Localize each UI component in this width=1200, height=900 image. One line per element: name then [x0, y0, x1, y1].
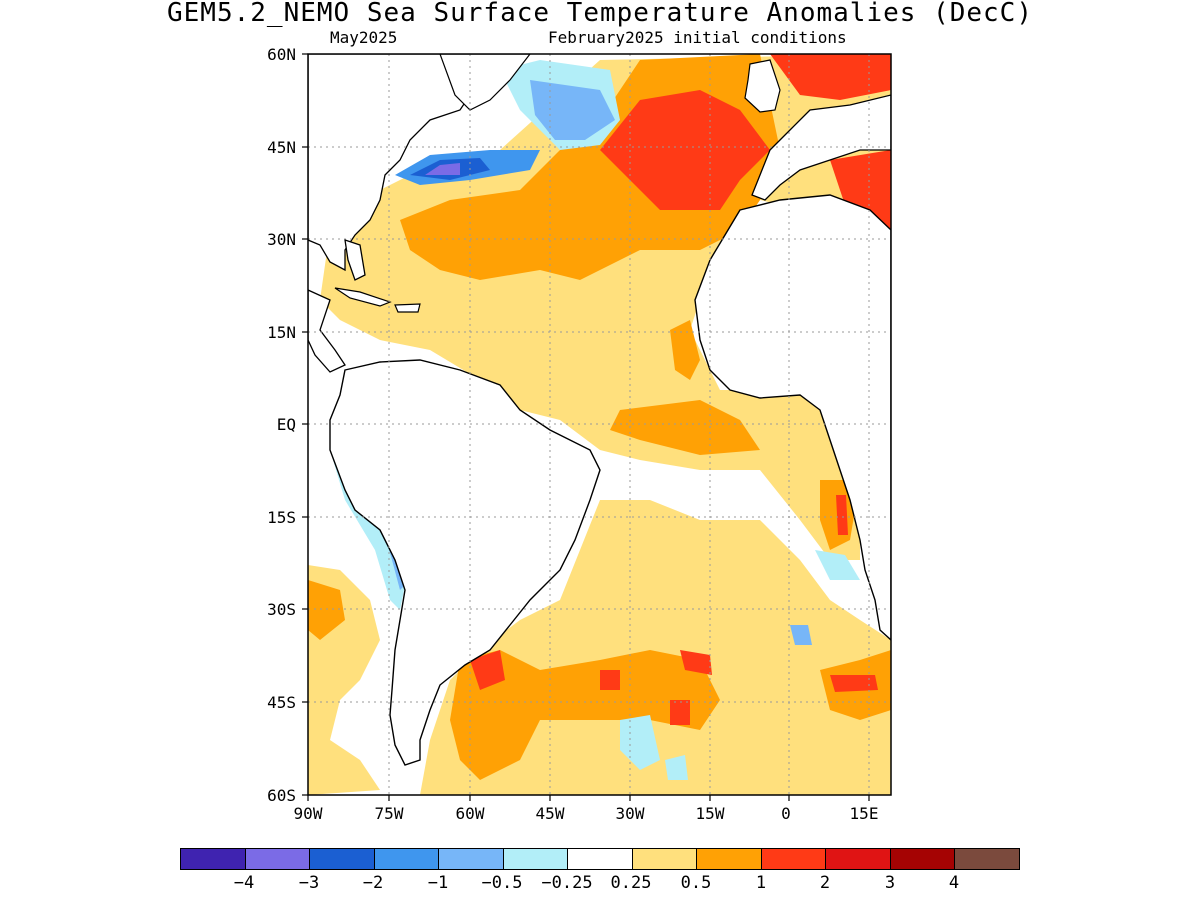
anomaly-region-west-africa-orange [670, 320, 700, 380]
lon-label-15e: 15E [849, 804, 879, 823]
colorbar-segment [826, 849, 891, 869]
axis-ticks [302, 53, 870, 801]
anomaly-region-gulfstream-purple [425, 163, 460, 175]
landmass-cuba [334, 287, 392, 307]
colorbar-label: −0.25 [541, 873, 593, 893]
lat-label-eq: EQ [276, 415, 296, 434]
lat-label-45n: 45N [267, 138, 296, 157]
landmass-british-isles [744, 59, 781, 113]
colorbar-segment [503, 849, 569, 869]
colorbar-segment [890, 849, 956, 869]
colorbar-label: 2 [819, 873, 831, 893]
landmass-europe [751, 94, 891, 201]
colorbar-label: 1 [755, 873, 767, 893]
colorbar-label: −1 [427, 873, 449, 893]
anomaly-region-sw-pacific-orange [308, 580, 345, 640]
forecast-month: May2025 [330, 28, 398, 47]
lat-label-45s: 45S [267, 693, 296, 712]
colorbar-segment [439, 849, 504, 869]
anomaly-region-equatorial-orange [610, 400, 760, 455]
colorbar-segment [374, 849, 440, 869]
lat-label-15s: 15S [267, 508, 296, 527]
lat-label-30n: 30N [267, 230, 296, 249]
colorbar-label: 0.25 [610, 873, 652, 893]
lon-label-0: 0 [781, 804, 791, 823]
anomaly-region-south-red-4 [680, 650, 712, 675]
lat-label-60n: 60N [267, 45, 296, 64]
anomaly-region-north-atlantic-red [600, 90, 770, 210]
colorbar [180, 848, 1020, 870]
initial-conditions-label: February2025 initial conditions [548, 28, 847, 47]
anomaly-region-south-red-3 [670, 700, 690, 725]
colorbar-label: 0.5 [680, 873, 712, 893]
colorbar-segment [181, 849, 246, 869]
lon-label-15w: 15W [695, 804, 725, 823]
colorbar-segment [310, 849, 375, 869]
map-title: GEM5.2_NEMO Sea Surface Temperature Anom… [167, 0, 1033, 28]
lon-label-75w: 75W [374, 804, 404, 823]
lat-label-60s: 60S [267, 786, 296, 805]
lon-label-90w: 90W [293, 804, 323, 823]
colorbar-label: −2 [362, 873, 384, 893]
colorbar-label: −0.5 [481, 873, 523, 893]
colorbar-segment [761, 849, 827, 869]
colorbar-label: −4 [233, 873, 255, 893]
landmass-greenland-labrador [439, 54, 531, 111]
anomaly-region-northsea-red [770, 54, 891, 100]
landmass-south-america [329, 359, 601, 766]
anomaly-region-south-light-blue-2 [665, 755, 688, 780]
anomaly-region-mediterranean-red [830, 150, 891, 230]
anomaly-region-south-red-2 [600, 670, 620, 690]
graticule [308, 54, 891, 795]
colorbar-label: 3 [884, 873, 896, 893]
colorbar-segment [955, 849, 1019, 869]
anomaly-region-south-red-5 [830, 675, 878, 692]
landmass-central-america [308, 289, 346, 373]
landmass-florida [344, 239, 366, 281]
colorbar-segment [568, 849, 633, 869]
anomaly-region-labrador-blue [530, 80, 615, 140]
lat-label-30s: 30S [267, 600, 296, 619]
anomaly-region-south-orange [450, 650, 720, 780]
landmass-africa [694, 194, 891, 641]
colorbar-segment [697, 849, 762, 869]
lat-label-15n: 15N [267, 323, 296, 342]
lon-label-30w: 30W [615, 804, 645, 823]
colorbar-label: 4 [948, 873, 960, 893]
lon-label-60w: 60W [455, 804, 485, 823]
colorbar-segment [245, 849, 311, 869]
lon-label-45w: 45W [535, 804, 565, 823]
colorbar-segment [632, 849, 698, 869]
anomaly-region-benguela-red [836, 495, 848, 535]
colorbar-label: −3 [298, 873, 320, 893]
anomaly-region-south-red-1 [470, 650, 505, 690]
anomaly-region-south-blue-1 [790, 625, 812, 645]
anomaly-region-benguela-light-blue [815, 550, 860, 580]
landmass-hispaniola [394, 303, 421, 313]
